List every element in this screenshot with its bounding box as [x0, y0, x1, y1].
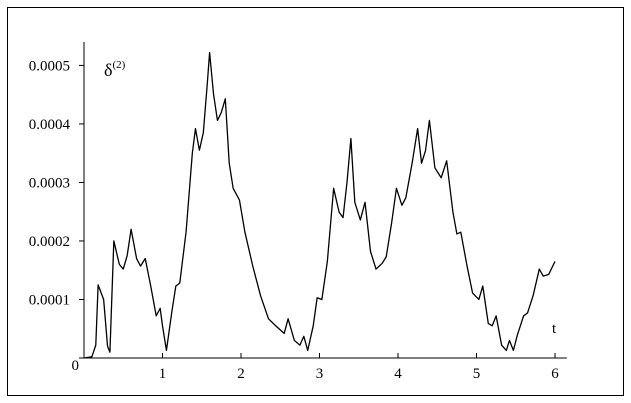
y-axis-label-base: δ: [104, 60, 112, 80]
y-tick-label: 0.0004: [29, 117, 71, 133]
x-axis-label: t: [552, 321, 557, 337]
frame: [7, 7, 624, 396]
x-tick-label: 2: [237, 366, 245, 382]
y-tick-label: 0.0005: [29, 58, 70, 74]
y-axis-label: δ(2): [104, 59, 126, 80]
y-tick-label: 0.0003: [29, 175, 70, 191]
x-tick-label: 4: [394, 366, 402, 382]
y-tick-label: 0.0001: [29, 292, 70, 308]
y-axis-label-sup: (2): [112, 59, 125, 71]
x-tick-label: 3: [316, 366, 324, 382]
y-tick-label: 0: [72, 358, 80, 374]
x-tick-label: 6: [551, 366, 559, 382]
data-line: [83, 51, 556, 359]
x-tick-label: 5: [473, 366, 481, 382]
y-tick-label: 0.0002: [29, 234, 70, 250]
x-tick-label: 1: [159, 366, 167, 382]
